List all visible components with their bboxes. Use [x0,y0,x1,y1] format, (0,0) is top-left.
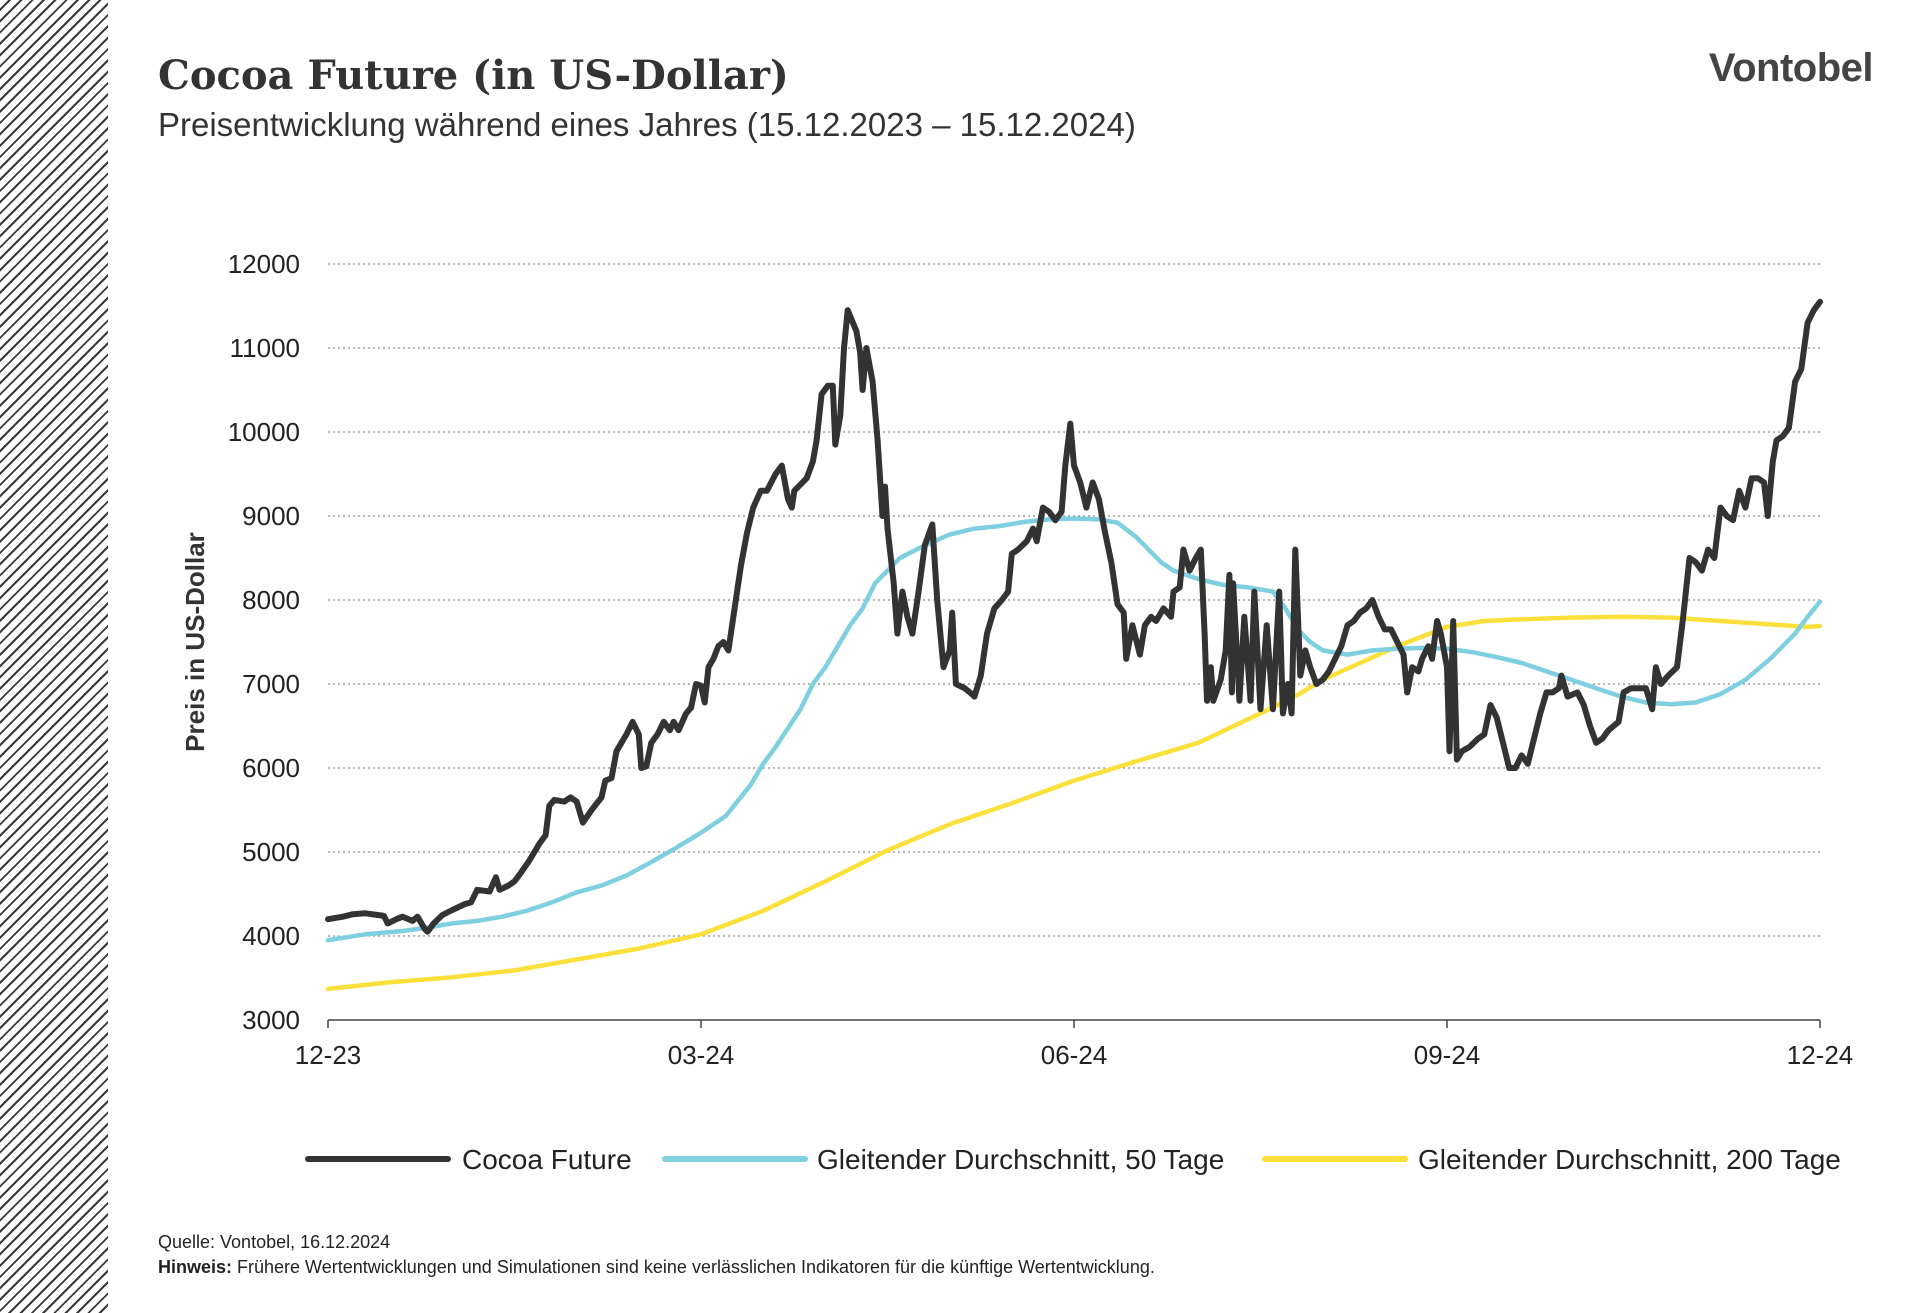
series-line-ma200 [325,614,1823,992]
x-tick-label: 03-24 [668,1040,735,1070]
x-tick-label: 06-24 [1041,1040,1108,1070]
x-tick-label: 12-24 [1787,1040,1854,1070]
chart-title: Cocoa Future (in US-Dollar) [158,52,789,99]
y-tick-label: 4000 [242,921,300,951]
x-tick-label: 09-24 [1414,1040,1481,1070]
y-tick-label: 11000 [230,333,300,363]
y-tick-label: 5000 [242,837,300,867]
legend-label-3: Gleitender Durchschnitt, 200 Tage [1418,1144,1841,1175]
series-line-cocoa-future [325,298,1823,935]
disclaimer-note: Hinweis: Frühere Wertentwicklungen und S… [158,1257,1155,1278]
y-tick-label: 3000 [242,1005,300,1035]
chart-subtitle: Preisentwicklung während eines Jahres (1… [158,106,1136,143]
y-tick-label: 12000 [228,249,300,279]
source-note: Quelle: Vontobel, 16.12.2024 [158,1232,391,1252]
y-tick-label: 6000 [242,753,300,783]
y-axis-label: Preis in US-Dollar [180,532,210,752]
y-tick-label: 10000 [228,417,300,447]
disclaimer-text: Frühere Wertentwicklungen und Simulation… [232,1257,1155,1277]
y-tick-label: 8000 [242,585,300,615]
y-tick-label: 7000 [242,669,300,699]
brand-logo: Vontobel [1708,46,1874,90]
legend-label-2: Gleitender Durchschnitt, 50 Tage [817,1144,1224,1175]
hatched-side-border [0,0,108,1313]
x-tick-label: 12-23 [295,1040,362,1070]
legend-label-1: Cocoa Future [462,1144,632,1175]
series-line-ma50 [325,516,1823,943]
disclaimer-label: Hinweis: [158,1257,233,1277]
y-tick-label: 9000 [242,501,300,531]
